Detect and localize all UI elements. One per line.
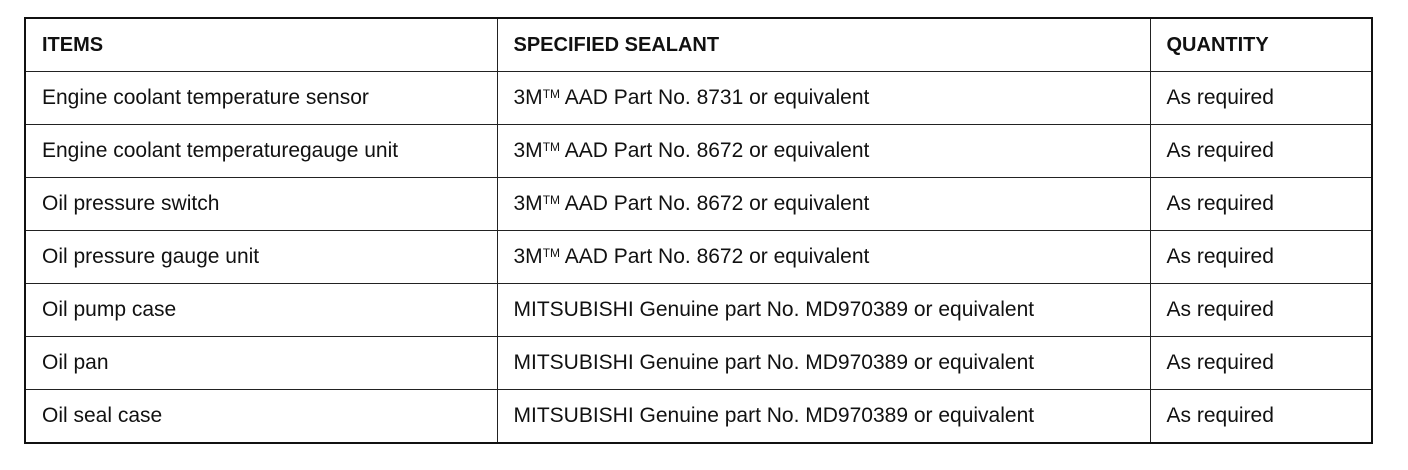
quantity-cell: As required: [1149, 124, 1373, 178]
sealant-cell: 3MTM AAD Part No. 8672 or equivalent: [496, 230, 1151, 284]
table-row: Oil pressure gauge unit 3MTM AAD Part No.…: [24, 230, 1373, 284]
sealant-cell: MITSUBISHI Genuine part No. MD970389 or …: [496, 336, 1151, 390]
sealant-table: ITEMS SPECIFIED SEALANT QUANTITY Engine …: [24, 17, 1373, 444]
item-cell: Engine coolant temperaturegauge unit: [24, 124, 498, 178]
item-cell: Oil pump case: [24, 283, 498, 337]
quantity-cell: As required: [1149, 230, 1373, 284]
header-items: ITEMS: [24, 17, 498, 72]
sealant-cell: MITSUBISHI Genuine part No. MD970389 or …: [496, 283, 1151, 337]
sealant-cell: MITSUBISHI Genuine part No. MD970389 or …: [496, 389, 1151, 444]
sealant-cell: 3MTM AAD Part No. 8731 or equivalent: [496, 71, 1151, 125]
table-row: Oil pan MITSUBISHI Genuine part No. MD970…: [24, 336, 1373, 390]
item-cell: Oil pressure switch: [24, 177, 498, 231]
table-row: Oil pressure switch 3MTM AAD Part No. 867…: [24, 177, 1373, 231]
header-specified-sealant: SPECIFIED SEALANT: [496, 17, 1151, 72]
sealant-cell: 3MTM AAD Part No. 8672 or equivalent: [496, 177, 1151, 231]
trademark-symbol: TM: [542, 246, 561, 260]
quantity-cell: As required: [1149, 389, 1373, 444]
trademark-symbol: TM: [542, 193, 561, 207]
table-row: Engine coolant temperature sensor 3MTM AA…: [24, 71, 1373, 125]
item-cell: Oil pressure gauge unit: [24, 230, 498, 284]
quantity-cell: As required: [1149, 283, 1373, 337]
quantity-cell: As required: [1149, 177, 1373, 231]
quantity-cell: As required: [1149, 71, 1373, 125]
table-row: Engine coolant temperaturegauge unit 3MTM…: [24, 124, 1373, 178]
quantity-cell: As required: [1149, 336, 1373, 390]
table-row: Oil pump case MITSUBISHI Genuine part No.…: [24, 283, 1373, 337]
header-quantity: QUANTITY: [1149, 17, 1373, 72]
table-row: Oil seal case MITSUBISHI Genuine part No.…: [24, 389, 1373, 444]
item-cell: Oil pan: [24, 336, 498, 390]
trademark-symbol: TM: [542, 140, 561, 154]
item-cell: Engine coolant temperature sensor: [24, 71, 498, 125]
item-cell: Oil seal case: [24, 389, 498, 444]
header-row: ITEMS SPECIFIED SEALANT QUANTITY: [24, 17, 1373, 72]
trademark-symbol: TM: [542, 87, 561, 101]
sealant-cell: 3MTM AAD Part No. 8672 or equivalent: [496, 124, 1151, 178]
